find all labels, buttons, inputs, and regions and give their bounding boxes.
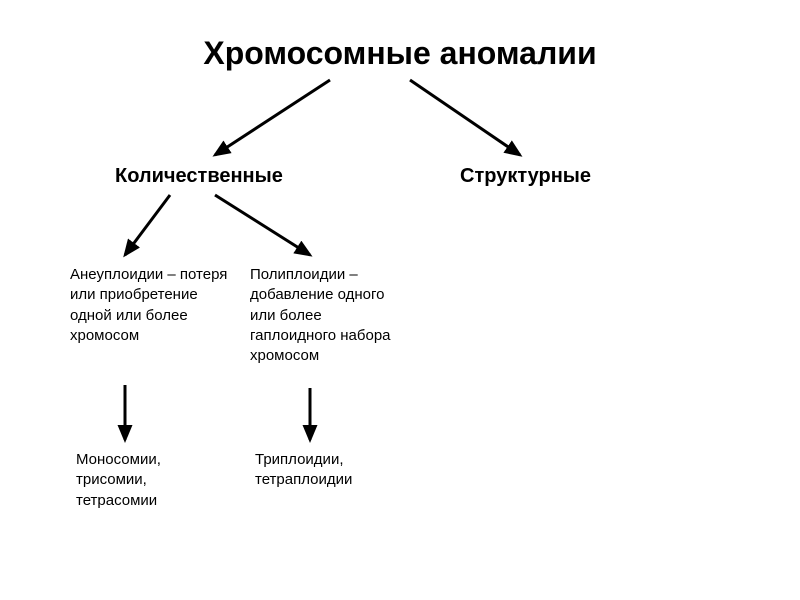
edge-arrow	[410, 80, 520, 155]
edge-arrow	[125, 195, 170, 255]
edge-arrow	[215, 80, 330, 155]
arrows-layer	[0, 0, 800, 600]
chromosome-anomalies-diagram: Хромосомные аномалии Количественные Стру…	[0, 0, 800, 600]
edge-arrow	[215, 195, 310, 255]
